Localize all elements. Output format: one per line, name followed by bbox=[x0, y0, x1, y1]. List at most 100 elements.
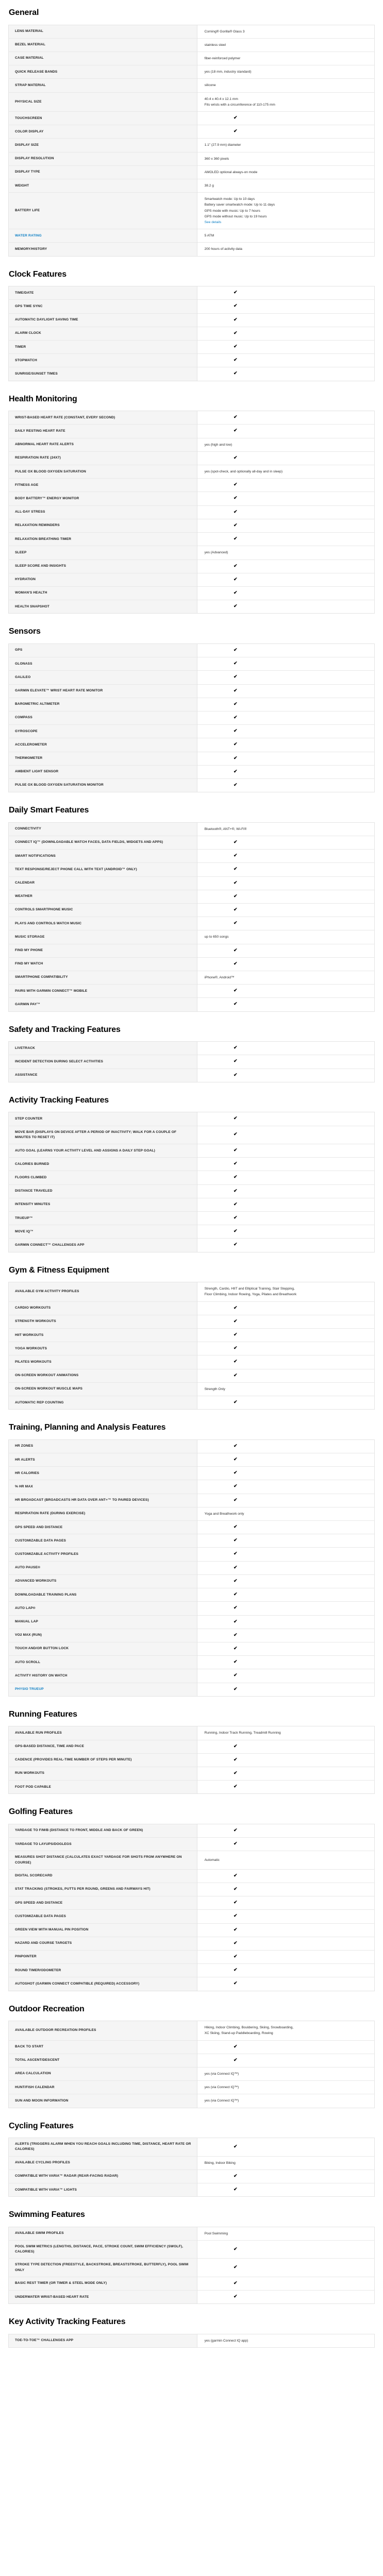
spec-value: ✔ bbox=[197, 519, 375, 533]
checkmark-icon: ✔ bbox=[234, 1578, 238, 1583]
checkmark-icon: ✔ bbox=[234, 603, 238, 609]
spec-value: Strength Only bbox=[197, 1382, 375, 1396]
spec-label: GYROSCOPE bbox=[8, 724, 197, 738]
checkmark-icon: ✔ bbox=[234, 1215, 238, 1221]
checkmark-icon: ✔ bbox=[234, 1980, 238, 1986]
spec-label: FIND MY PHONE bbox=[8, 944, 197, 958]
table-row: TOTAL ASCENT/DESCENT ✔ bbox=[8, 2054, 375, 2067]
table-row: TOUCH AND/OR BUTTON LOCK ✔ bbox=[8, 1642, 375, 1656]
spec-label: RELAXATION REMINDERS bbox=[8, 519, 197, 533]
table-row: GPS ✔ bbox=[8, 643, 375, 657]
table-row: ALERTS (TRIGGERS ALARM WHEN YOU REACH GO… bbox=[8, 2138, 375, 2157]
spec-value: ✔ bbox=[197, 600, 375, 614]
spec-value: yes (via Connect IQ™) bbox=[197, 2080, 375, 2094]
spec-value: ✔ bbox=[197, 684, 375, 698]
spec-label: ABNORMAL HEART RATE ALERTS bbox=[8, 438, 197, 452]
table-row: COMPATIBLE WITH VARIA™ RADAR (REAR-FACIN… bbox=[8, 2170, 375, 2183]
spec-label: BEZEL MATERIAL bbox=[8, 38, 197, 52]
checkmark-icon: ✔ bbox=[234, 1632, 238, 1637]
table-row: RUN WORKOUTS ✔ bbox=[8, 1767, 375, 1781]
spec-value: yes (Advanced) bbox=[197, 546, 375, 560]
spec-value: ✔ bbox=[197, 1963, 375, 1977]
table-row: STEP COUNTER ✔ bbox=[8, 1112, 375, 1126]
spec-value: ✔ bbox=[197, 1896, 375, 1910]
checkmark-icon: ✔ bbox=[234, 1784, 238, 1789]
spec-value: ✔ bbox=[197, 1561, 375, 1575]
table-row: GLONASS ✔ bbox=[8, 657, 375, 671]
spec-table: AVAILABLE RUN PROFILES Running, Indoor Tr… bbox=[8, 1726, 375, 1794]
spec-section: Sensors GPS ✔ GLONASS ✔ GALILEO ✔ GARMIN ELEVAT… bbox=[0, 614, 383, 793]
spec-label[interactable]: PHYSIO TRUEUP bbox=[8, 1683, 197, 1697]
section-title: Golfing Features bbox=[9, 1807, 73, 1817]
spec-value: Running, Indoor Track Running, Treadmill… bbox=[197, 1726, 375, 1740]
spec-value: ✔ bbox=[197, 586, 375, 600]
checkmark-icon: ✔ bbox=[234, 920, 238, 926]
table-row: COMPASS ✔ bbox=[8, 711, 375, 725]
table-row: ON-SCREEN WORKOUT ANIMATIONS ✔ bbox=[8, 1369, 375, 1383]
spec-value: ✔ bbox=[197, 492, 375, 506]
table-row: FITNESS AGE ✔ bbox=[8, 478, 375, 492]
table-row: STRENGTH WORKOUTS ✔ bbox=[8, 1315, 375, 1329]
spec-value: ✔ bbox=[197, 1683, 375, 1697]
spec-value: ✔ bbox=[197, 1753, 375, 1767]
spec-value: ✔ bbox=[197, 862, 375, 877]
spec-value: ✔ bbox=[197, 111, 375, 125]
spec-label: PAIRS WITH GARMIN CONNECT™ MOBILE bbox=[8, 984, 197, 998]
spec-label: AREA CALCULATION bbox=[8, 2067, 197, 2081]
checkmark-icon: ✔ bbox=[234, 1332, 238, 1337]
table-row: WEIGHT 38.2 g bbox=[8, 179, 375, 193]
section-title: Running Features bbox=[9, 1709, 77, 1719]
spec-sheet-page: General LENS MATERIAL Corning® Gorilla® Gl… bbox=[0, 8, 383, 2348]
checkmark-icon: ✔ bbox=[234, 370, 238, 376]
table-row: BATTERY LIFE Smartwatch mode: Up to 10 da… bbox=[8, 192, 375, 229]
table-row: QUICK RELEASE BANDS yes (18 mm, industry … bbox=[8, 65, 375, 79]
table-row: WATER RATING 5 ATM bbox=[8, 229, 375, 243]
spec-value: ✔ bbox=[197, 1184, 375, 1198]
spec-value: ✔ bbox=[197, 903, 375, 917]
checkmark-icon: ✔ bbox=[234, 316, 238, 322]
table-row: DISPLAY SIZE 1.1" (27.9 mm) diameter bbox=[8, 138, 375, 152]
checkmark-icon: ✔ bbox=[234, 1497, 238, 1502]
spec-value: ✔ bbox=[197, 917, 375, 930]
spec-label: RUN WORKOUTS bbox=[8, 1767, 197, 1781]
spec-label: STAT TRACKING (STROKES, PUTTS PER ROUND,… bbox=[8, 1883, 197, 1896]
checkmark-icon: ✔ bbox=[234, 1645, 238, 1651]
table-row: SUN AND MOON INFORMATION yes (via Connect… bbox=[8, 2094, 375, 2108]
checkmark-icon: ✔ bbox=[234, 1147, 238, 1153]
spec-value: ✔ bbox=[197, 313, 375, 327]
spec-label: PLAYS AND CONTROLS WATCH MUSIC bbox=[8, 917, 197, 930]
checkmark-icon: ✔ bbox=[234, 866, 238, 872]
spec-value: ✔ bbox=[197, 1520, 375, 1534]
spec-value-line: Hiking, Indoor Climbing, Bouldering, Ski… bbox=[204, 2026, 294, 2030]
table-row: GARMIN PAY™ ✔ bbox=[8, 997, 375, 1012]
spec-value: yes (spot-check, and optionally all-day … bbox=[197, 465, 375, 479]
table-row: CALORIES BURNED ✔ bbox=[8, 1157, 375, 1171]
spec-value: ✔ bbox=[197, 2054, 375, 2067]
table-row: STOPWATCH ✔ bbox=[8, 353, 375, 367]
spec-label: CUSTOMIZABLE DATA PAGES bbox=[8, 1909, 197, 1924]
spec-label[interactable]: WATER RATING bbox=[8, 229, 197, 243]
checkmark-icon: ✔ bbox=[234, 1001, 238, 1007]
table-row: RELAXATION BREATHING TIMER ✔ bbox=[8, 532, 375, 546]
table-row: ACCELEROMETER ✔ bbox=[8, 738, 375, 752]
see-details-link[interactable]: See details bbox=[204, 221, 222, 225]
table-row: AUTOMATIC DAYLIGHT SAVING TIME ✔ bbox=[8, 313, 375, 327]
table-row: HR ALERTS ✔ bbox=[8, 1453, 375, 1467]
table-row: SMARTPHONE COMPATIBILITY iPhone®, Android… bbox=[8, 971, 375, 985]
checkmark-icon: ✔ bbox=[234, 1618, 238, 1624]
spec-label: PULSE OX BLOOD OXYGEN SATURATION bbox=[8, 465, 197, 479]
spec-value: ✔ bbox=[197, 286, 375, 300]
table-row: COMPATIBLE WITH VARIA™ LIGHTS ✔ bbox=[8, 2183, 375, 2197]
table-row: FIND MY WATCH ✔ bbox=[8, 957, 375, 971]
table-row: WOMAN'S HEALTH ✔ bbox=[8, 586, 375, 600]
table-row: AUTO PAUSE® ✔ bbox=[8, 1561, 375, 1575]
checkmark-icon: ✔ bbox=[234, 2264, 238, 2270]
spec-table: STEP COUNTER ✔ MOVE BAR (DISPLAYS ON DEVIC… bbox=[8, 1112, 375, 1252]
spec-label: AVAILABLE CYCLING PROFILES bbox=[8, 2156, 197, 2170]
spec-value: AMOLED optional always-on mode bbox=[197, 165, 375, 179]
table-row: BEZEL MATERIAL stainless steel bbox=[8, 38, 375, 52]
table-row: TOUCHSCREEN ✔ bbox=[8, 111, 375, 125]
spec-value: ✔ bbox=[197, 1211, 375, 1225]
spec-value: Pool Swimming bbox=[197, 2227, 375, 2241]
checkmark-icon: ✔ bbox=[234, 115, 238, 121]
